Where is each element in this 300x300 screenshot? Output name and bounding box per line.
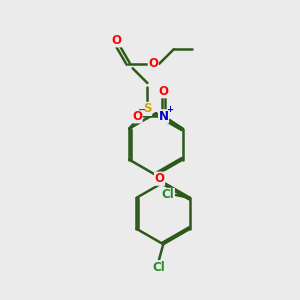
Text: O: O	[112, 34, 122, 47]
Text: N: N	[158, 110, 169, 123]
Text: −: −	[138, 105, 146, 115]
Text: S: S	[143, 102, 152, 116]
Text: O: O	[132, 110, 142, 123]
Text: O: O	[148, 57, 158, 70]
Text: Cl: Cl	[162, 188, 174, 201]
Text: Cl: Cl	[152, 261, 165, 274]
Text: O: O	[154, 172, 165, 185]
Text: O: O	[158, 85, 169, 98]
Text: +: +	[167, 105, 173, 114]
